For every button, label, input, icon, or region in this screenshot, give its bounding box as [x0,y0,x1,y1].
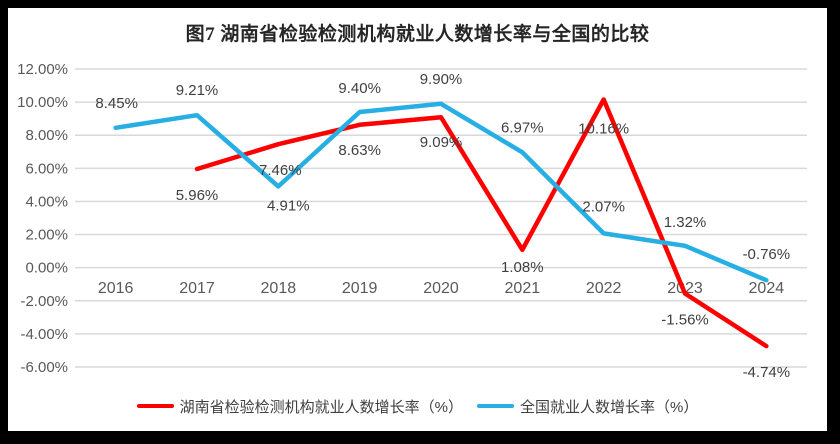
x-axis-label: 2019 [342,280,378,297]
legend-line-swatch-hunan [136,403,174,409]
data-label: -0.76% [743,246,791,263]
y-axis-tick-label: 12.00% [17,61,68,78]
data-label: -1.56% [661,311,709,328]
y-axis-tick-label: 10.00% [17,94,68,111]
data-label: 6.97% [501,119,544,136]
data-label: -4.74% [743,364,791,381]
data-label: 8.63% [338,142,381,159]
y-axis-tick-label: 2.00% [25,227,68,244]
legend-item-national: 全国就业人数增长率（%） [477,396,698,417]
data-label: 1.08% [501,259,544,276]
chart-title: 图7 湖南省检验检测机构就业人数增长率与全国的比较 [185,24,650,45]
data-label: 1.32% [664,214,707,231]
legend-label-national: 全国就业人数增长率（%） [520,398,699,416]
data-label: 7.46% [259,162,302,179]
y-axis-tick-label: 4.00% [25,193,68,210]
series-line-1 [113,101,769,283]
x-axis-label: 2018 [261,280,297,297]
data-label: 9.90% [420,71,463,88]
x-axis-label: 2020 [423,280,459,297]
legend-item-hunan: 湖南省检验检测机构就业人数增长率（%） [136,396,463,417]
data-label: 10.16% [578,120,629,137]
y-axis-tick-label: 8.00% [25,127,68,144]
x-axis-label: 2021 [505,280,541,297]
data-label: 8.45% [95,95,138,112]
x-axis-label: 2017 [179,280,215,297]
y-axis-tick-label: -4.00% [20,326,68,343]
data-label: 9.09% [420,134,463,151]
x-axis-label: 2016 [98,280,134,297]
legend-label-hunan: 湖南省检验检测机构就业人数增长率（%） [179,398,463,416]
legend-line-swatch-national [477,403,514,409]
data-label: 4.91% [267,197,310,214]
y-axis-tick-label: -2.00% [20,293,68,310]
y-axis-tick-label: -6.00% [20,359,68,376]
data-label: 5.96% [176,187,219,204]
data-label: 2.07% [582,198,625,215]
x-axis-label: 2022 [586,280,622,297]
series-line-0 [194,97,769,349]
y-axis-tick-label: 6.00% [25,160,68,177]
x-axis-label: 2024 [749,280,785,297]
line-chart-canvas: 12.00% 10.00% 8.00% 6.00% 4.00% 2.00% 0.00% -2.… [17,61,807,381]
chart-frame: 图7 湖南省检验检测机构就业人数增长率与全国的比较 12.00% 10.00% 8.… [8,8,827,431]
chart-legend: 湖南省检验检测机构就业人数增长率（%） 全国就业人数增长率（%） [8,395,827,417]
y-axis-tick-label: 0.00% [25,260,68,277]
data-label: 9.21% [176,82,219,99]
data-label: 9.40% [338,80,381,97]
